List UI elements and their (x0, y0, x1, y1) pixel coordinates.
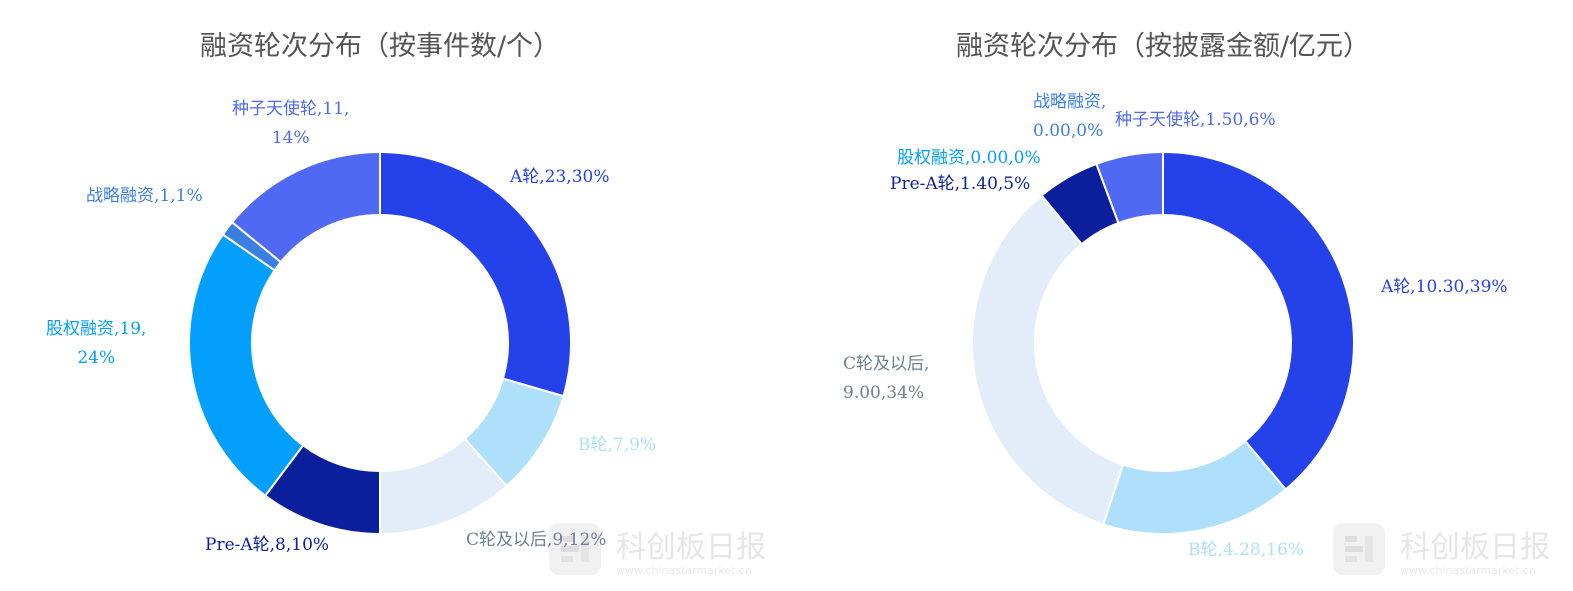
watermark-logo-icon (1333, 523, 1385, 575)
chart-title-right: 融资轮次分布（按披露金额/亿元） (955, 31, 1371, 62)
slice-label-line: 0.00,0% (1033, 120, 1104, 141)
slice-label-line: 种子天使轮,11, (232, 99, 350, 119)
slice-label-amount-5: 战略融资, 0.00,0% (1033, 92, 1107, 141)
slice-label-count-2: C轮及以后,9,12% (466, 530, 607, 551)
slice-label-count-3: Pre-A轮,8,10% (205, 535, 330, 556)
slice-amount-6 (1095, 150, 1164, 225)
slice-label-amount-0: A轮,10.30,39% (1381, 277, 1508, 298)
slice-label-line: Pre-A轮,1.40,5% (890, 174, 1031, 194)
watermark-url: www.chinastarmarket.cn (616, 564, 752, 577)
slice-label-line: A轮,23,30% (510, 167, 610, 187)
slice-count-0 (379, 150, 572, 398)
slice-count-6 (230, 150, 381, 264)
slice-label-line: 9.00,34% (843, 382, 925, 403)
watermark-url: www.chinastarmarket.cn (1400, 564, 1536, 577)
slice-label-line: 24% (77, 347, 116, 368)
slice-label-line: C轮及以后,9,12% (466, 530, 607, 550)
slice-label-count-0: A轮,23,30% (510, 167, 610, 188)
watermark-logo-icon (549, 523, 601, 575)
slice-label-amount-6: 种子天使轮,1.50,6% (1115, 110, 1276, 131)
slice-label-line: 战略融资,1,1% (86, 186, 203, 206)
slice-label-line: C轮及以后, (843, 354, 930, 374)
slice-label-line: 14% (271, 127, 310, 148)
slice-label-count-6: 种子天使轮,11, 14% (232, 99, 350, 148)
slice-label-line: A轮,10.30,39% (1381, 277, 1508, 297)
slice-label-count-5: 战略融资,1,1% (86, 186, 203, 207)
slice-label-count-1: B轮,7,9% (578, 435, 657, 456)
slice-count-4 (188, 233, 305, 498)
slice-label-amount-4: 股权融资,0.00,0% (897, 148, 1041, 169)
slice-label-line: Pre-A轮,8,10% (205, 535, 330, 555)
chart-title-left: 融资轮次分布（按事件数/个） (199, 31, 561, 62)
slice-label-amount-1: B轮,4.28,16% (1188, 540, 1304, 561)
watermark-brand: 科创板日报 (616, 530, 766, 565)
slice-amount-0 (1162, 150, 1355, 491)
slice-label-line: 种子天使轮,1.50,6% (1115, 110, 1276, 130)
slice-label-line: 战略融资, (1033, 92, 1107, 112)
slice-label-line: 股权融资,0.00,0% (897, 148, 1041, 168)
slice-label-line: B轮,7,9% (578, 435, 657, 455)
slice-amount-2 (971, 194, 1125, 526)
watermark-brand: 科创板日报 (1400, 530, 1550, 565)
slice-label-amount-3: Pre-A轮,1.40,5% (890, 174, 1031, 195)
slice-label-amount-2: C轮及以后, 9.00,34% (843, 354, 930, 403)
slice-label-line: 股权融资,19, (46, 319, 147, 339)
slice-label-count-4: 股权融资,19, 24% (46, 319, 147, 368)
slice-label-line: B轮,4.28,16% (1188, 540, 1304, 560)
